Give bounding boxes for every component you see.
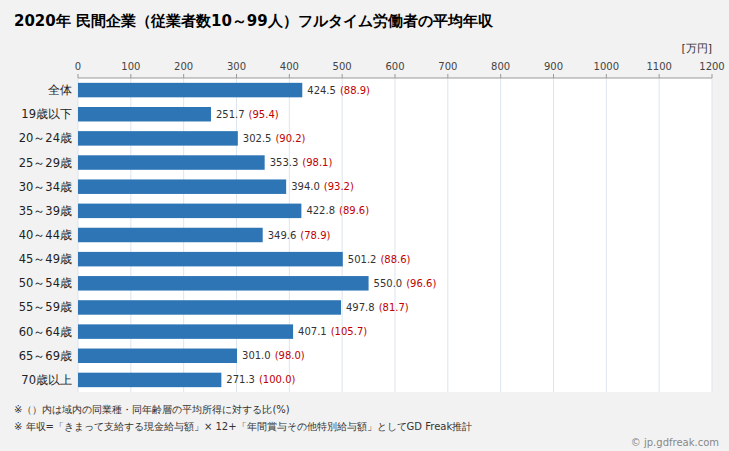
tick-mark	[78, 74, 79, 78]
tick-label: 0	[75, 61, 81, 72]
tick-mark	[183, 74, 184, 78]
plot-area	[78, 78, 712, 392]
value-label: 550.0	[374, 278, 403, 289]
tick-mark	[500, 74, 501, 78]
value-label: 302.5	[243, 133, 272, 144]
value-label: 407.1	[298, 326, 327, 337]
value-label: 422.8	[306, 205, 335, 216]
value-label: 301.0	[242, 350, 271, 361]
ratio-label: (90.2)	[275, 133, 305, 144]
grid-line	[447, 78, 448, 392]
tick-mark	[130, 74, 131, 78]
ratio-label: (98.1)	[302, 157, 332, 168]
tick-label: 600	[385, 61, 404, 72]
tick-mark	[712, 74, 713, 78]
data-labels: 424.5(88.9)251.7(95.4)302.5(90.2)353.3(9…	[216, 85, 436, 386]
value-label: 353.3	[270, 157, 299, 168]
axis-line	[78, 78, 712, 79]
grid-line	[553, 78, 554, 392]
tick-mark	[553, 74, 554, 78]
grid	[78, 78, 712, 392]
ratio-label: (93.2)	[324, 181, 354, 192]
grid-line	[712, 78, 713, 392]
ratio-label: (105.7)	[331, 326, 368, 337]
bars	[78, 83, 369, 387]
tick-label: 700	[438, 61, 457, 72]
bar	[78, 107, 211, 121]
category-label: 30～34歳	[19, 180, 72, 194]
bar	[78, 252, 343, 266]
category-label: 25～29歳	[19, 156, 72, 170]
axis-label: [万円]	[681, 42, 712, 55]
grid-line	[395, 78, 396, 392]
bar	[78, 83, 302, 97]
bar	[78, 179, 286, 193]
bar	[78, 155, 265, 169]
value-label: 497.8	[346, 302, 375, 313]
bar	[78, 349, 237, 363]
tick-label: 400	[280, 61, 299, 72]
tick-label: 900	[544, 61, 563, 72]
watermark: © jp.gdfreak.com	[631, 437, 719, 448]
tick-label: 500	[333, 61, 352, 72]
bar	[78, 324, 293, 338]
ratio-label: (100.0)	[259, 374, 296, 385]
tick-mark	[342, 74, 343, 78]
value-label: 251.7	[216, 109, 245, 120]
category-label: 40～44歳	[19, 228, 72, 242]
value-label: 271.3	[226, 374, 255, 385]
value-label: 424.5	[307, 85, 336, 96]
ratio-label: (88.6)	[380, 254, 410, 265]
tick-mark	[659, 74, 660, 78]
ratio-label: (81.7)	[379, 302, 409, 313]
grid-line	[606, 78, 607, 392]
tick-mark	[395, 74, 396, 78]
category-label: 35～39歳	[19, 204, 72, 218]
tick-label: 100	[121, 61, 140, 72]
category-label: 60～64歳	[19, 325, 72, 339]
value-label: 501.2	[348, 254, 377, 265]
bar	[78, 204, 301, 218]
category-label: 65～69歳	[19, 349, 72, 363]
tick-label: 200	[174, 61, 193, 72]
ratio-label: (96.6)	[406, 278, 436, 289]
category-label: 20～24歳	[19, 131, 72, 145]
tick-label: 300	[227, 61, 246, 72]
category-label: 70歳以上	[21, 373, 72, 387]
ratio-label: (95.4)	[249, 109, 279, 120]
bar	[78, 300, 341, 314]
footnote: ※（）内は域内の同業種・同年齢層の平均所得に対する比(%)	[14, 404, 290, 415]
chart: 2020年 民間企業（従業者数10～99人）フルタイム労働者の平均年収 [万円] 0…	[0, 0, 729, 451]
footnote: ※ 年収=「きまって支給する現金給与額」× 12+「年間賞与その他特別給与額」と…	[14, 421, 472, 432]
tick-label: 1100	[646, 61, 671, 72]
category-label: 全体	[48, 83, 72, 97]
tick-label: 1200	[699, 61, 724, 72]
grid-line	[342, 78, 343, 392]
tick-mark	[236, 74, 237, 78]
value-label: 394.0	[291, 181, 320, 192]
tick-mark	[606, 74, 607, 78]
ratio-label: (88.9)	[340, 85, 370, 96]
bar	[78, 228, 263, 242]
category-label: 50～54歳	[19, 276, 72, 290]
tick-mark	[289, 74, 290, 78]
grid-line	[500, 78, 501, 392]
bar	[78, 373, 221, 387]
tick-label: 1000	[594, 61, 619, 72]
tick-mark	[447, 74, 448, 78]
bar	[78, 131, 238, 145]
ratio-label: (89.6)	[339, 205, 369, 216]
bar	[78, 276, 369, 290]
grid-line	[659, 78, 660, 392]
ratio-label: (98.0)	[275, 350, 305, 361]
ratio-label: (78.9)	[300, 230, 330, 241]
category-label: 55～59歳	[19, 300, 72, 314]
category-label: 45～49歳	[19, 252, 72, 266]
title: 2020年 民間企業（従業者数10～99人）フルタイム労働者の平均年収	[14, 12, 494, 30]
category-label: 19歳以下	[21, 107, 72, 121]
tick-label: 800	[491, 61, 510, 72]
background	[0, 0, 729, 451]
value-label: 349.6	[268, 230, 297, 241]
